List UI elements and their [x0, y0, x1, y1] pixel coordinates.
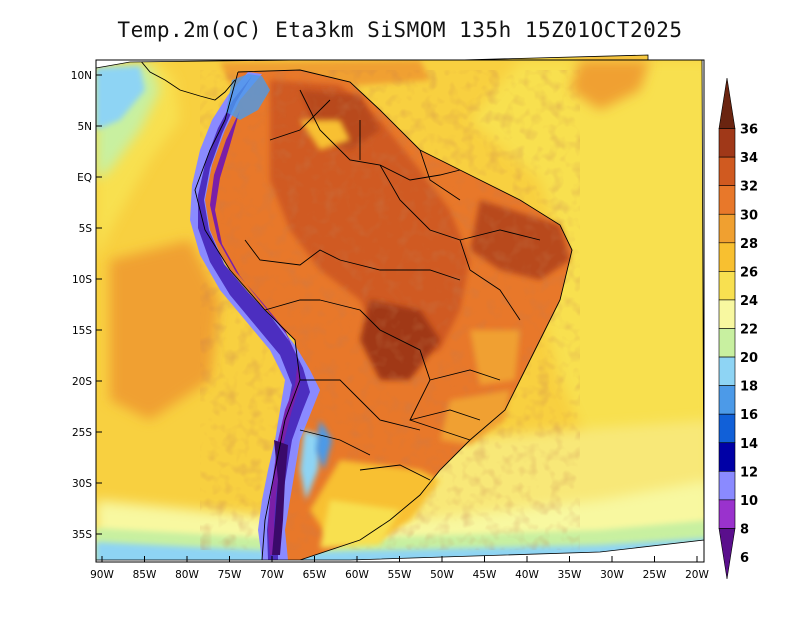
colorbar-segment — [718, 328, 736, 358]
temperature-field — [96, 55, 704, 560]
colorbar-segment — [718, 242, 736, 272]
colorbar-segment — [718, 156, 736, 186]
colorbar-label: 30 — [740, 208, 758, 223]
lon-tick-label: 90W — [90, 569, 114, 581]
colorbar-segment — [718, 77, 736, 129]
colorbar-segment — [718, 299, 736, 329]
lat-tick-label: 5N — [77, 121, 92, 133]
lon-tick-label: 20W — [685, 569, 709, 581]
colorbar-label: 14 — [740, 437, 758, 452]
colorbar-label: 34 — [740, 151, 758, 166]
lat-tick-label: 25S — [72, 427, 92, 439]
colorbar-segment — [718, 213, 736, 244]
colorbar-label: 18 — [740, 380, 758, 395]
map-title: Temp.2m(oC) Eta3km SiSMOM 135h 15Z01OCT2… — [117, 18, 683, 42]
colorbar-segment — [718, 528, 736, 580]
lat-tick-label: 10S — [72, 274, 92, 286]
colorbar-label: 12 — [740, 465, 758, 480]
lat-tick-label: EQ — [77, 172, 92, 184]
colorbar-label: 28 — [740, 237, 758, 252]
lon-tick-label: 35W — [558, 569, 582, 581]
colorbar-label: 26 — [740, 265, 758, 280]
colorbar-segment — [718, 499, 736, 529]
lon-tick-label: 65W — [303, 569, 327, 581]
colorbar-segment — [718, 413, 736, 444]
colorbar-segment — [718, 271, 736, 301]
lat-tick-label: 15S — [72, 325, 92, 337]
lon-tick-label: 50W — [430, 569, 454, 581]
colorbar-label: 24 — [740, 294, 758, 309]
colorbar-segment — [718, 185, 736, 215]
lon-tick-label: 25W — [643, 569, 667, 581]
colorbar-segment — [718, 128, 736, 158]
colorbar-label: 10 — [740, 494, 758, 509]
lon-tick-label: 70W — [260, 569, 284, 581]
lon-tick-label: 75W — [218, 569, 242, 581]
lat-tick-label: 35S — [72, 529, 92, 541]
colorbar-label: 16 — [740, 408, 758, 423]
lon-tick-label: 85W — [133, 569, 157, 581]
andes-cold-band — [190, 72, 332, 560]
colorbar-segment — [718, 356, 736, 386]
lon-tick-label: 55W — [388, 569, 412, 581]
lon-tick-label: 30W — [600, 569, 624, 581]
colorbar-label: 32 — [740, 180, 758, 195]
latitude-axis: 10N 5N EQ 5S 10S 15S 20S 25S 30S 35S — [71, 70, 102, 541]
longitude-axis: 90W 85W 80W 75W 70W 65W 60W 55W 50W 45W 40W 35W 30W 2… — [90, 556, 709, 581]
lat-tick-label: 5S — [79, 223, 93, 235]
colorbar-segment — [718, 385, 736, 415]
colorbar-label: 6 — [740, 551, 749, 566]
colorbar-segment — [718, 442, 736, 472]
colorbar-label: 22 — [740, 323, 758, 338]
lon-tick-label: 60W — [345, 569, 369, 581]
lat-tick-label: 30S — [72, 478, 92, 490]
lon-tick-label: 80W — [175, 569, 199, 581]
lat-tick-label: 20S — [72, 376, 92, 388]
colorbar-label: 8 — [740, 522, 749, 537]
lat-tick-label: 10N — [71, 70, 92, 82]
colorbar-label: 36 — [740, 123, 758, 138]
lon-tick-label: 40W — [515, 569, 539, 581]
boundaries — [139, 59, 573, 560]
lon-tick-label: 45W — [473, 569, 497, 581]
colorbar-segment — [718, 471, 736, 501]
colorbar-label: 20 — [740, 351, 758, 366]
colorbar: 36 34 32 30 28 26 24 22 20 18 16 14 12 10 8 6 — [718, 77, 758, 580]
